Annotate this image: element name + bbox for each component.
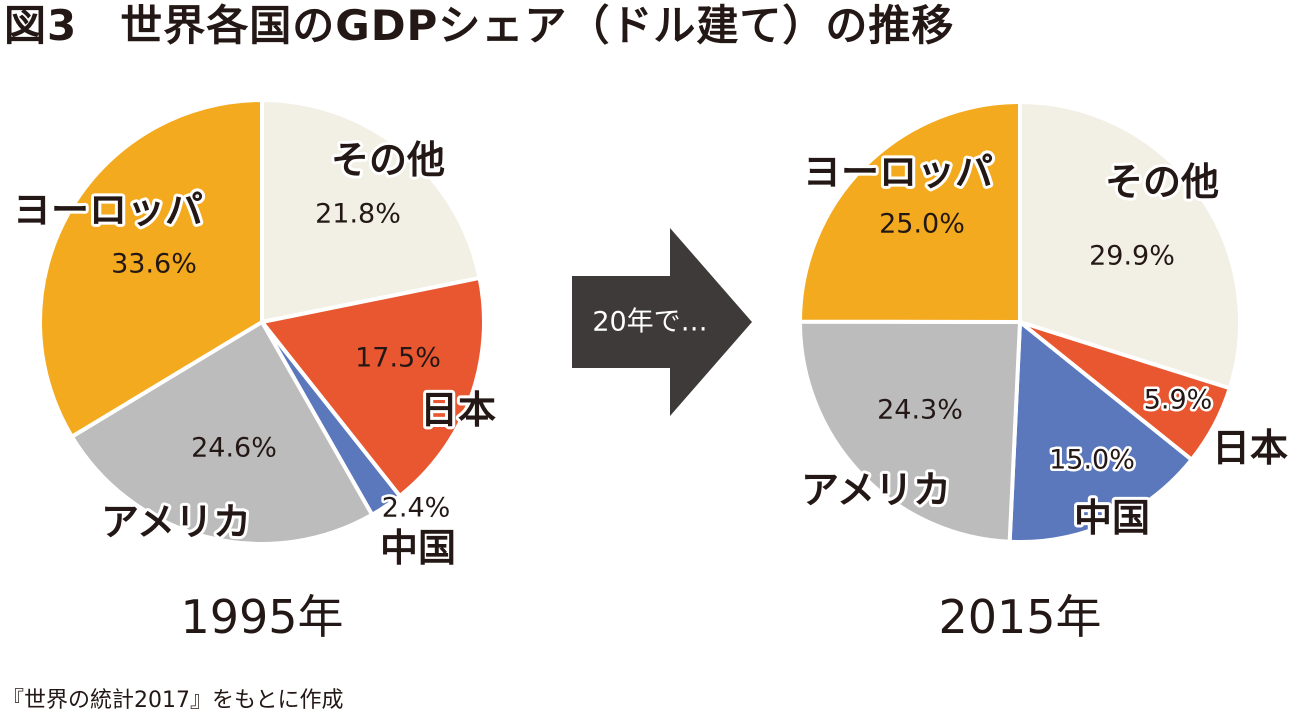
arrow-shape — [572, 228, 752, 416]
slice-value-japan-2015: 5.9% — [1144, 385, 1213, 416]
slice-value-japan-1995: 17.5% — [355, 343, 441, 374]
slice-label-europe-2015: ヨーロッパ — [803, 150, 993, 194]
pie-slice-other-2015 — [1018, 100, 1242, 391]
pie-slice-usa-1995 — [69, 320, 375, 546]
slice-label-usa-2015: アメリカ — [801, 468, 951, 512]
pie-slice-europe-1995 — [38, 98, 264, 439]
pie-slice-europe-2015 — [798, 100, 1022, 324]
chart-title-2015: 2015年 — [938, 590, 1101, 644]
slice-value-other-2015: 29.9% — [1089, 241, 1175, 272]
slice-value-europe-1995: 33.6% — [111, 249, 197, 280]
slice-label-japan-2015: 日本 — [1212, 426, 1288, 470]
slice-label-other-2015: その他 — [1105, 160, 1219, 204]
slice-label-europe-1995: ヨーロッパ — [13, 188, 203, 232]
slice-label-other-1995: その他 — [331, 138, 445, 182]
slice-value-other-1995: 21.8% — [315, 199, 401, 230]
chart-title-1995: 1995年 — [180, 590, 343, 644]
slice-label-usa-1995: アメリカ — [101, 500, 251, 544]
pie-slice-china-2015 — [1007, 320, 1194, 544]
source-note: 『世界の統計2017』をもとに作成 — [2, 688, 344, 713]
arrow-label: 20年で… — [592, 307, 707, 338]
slice-label-china-2015: 中国 — [1074, 496, 1150, 540]
slice-label-japan-1995: 日本 — [420, 388, 496, 432]
pie-slice-japan-1995 — [260, 275, 486, 499]
slice-value-europe-2015: 25.0% — [879, 209, 965, 240]
pie-slice-other-1995 — [260, 98, 482, 324]
slice-value-china-2015: 15.0% — [1049, 445, 1135, 476]
slice-value-usa-2015: 24.3% — [877, 395, 963, 426]
slice-value-usa-1995: 24.6% — [191, 433, 277, 464]
slice-value-china-1995: 2.4% — [382, 493, 451, 524]
pie-slice-usa-2015 — [797, 319, 1022, 544]
slice-label-china-1995: 中国 — [380, 526, 456, 570]
page-title: 図3 世界各国のGDPシェア（ドル建て）の推移 — [4, 1, 955, 50]
